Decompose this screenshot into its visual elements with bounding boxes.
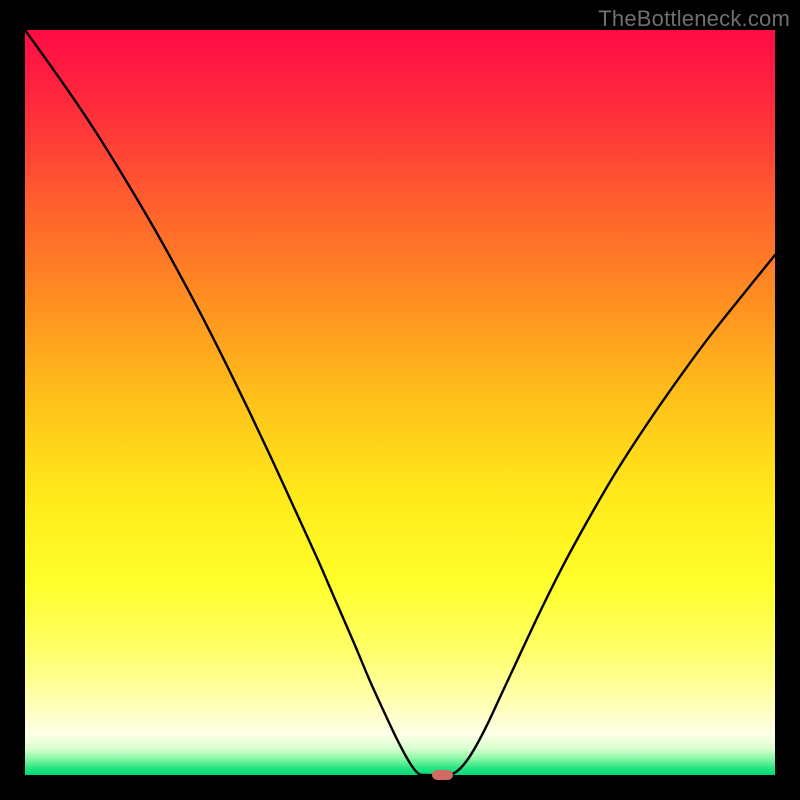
minimum-marker [432,770,453,780]
watermark-text: TheBottleneck.com [598,6,790,32]
chart-frame: TheBottleneck.com [0,0,800,800]
plot-area [25,30,775,775]
chart-svg [25,30,775,775]
